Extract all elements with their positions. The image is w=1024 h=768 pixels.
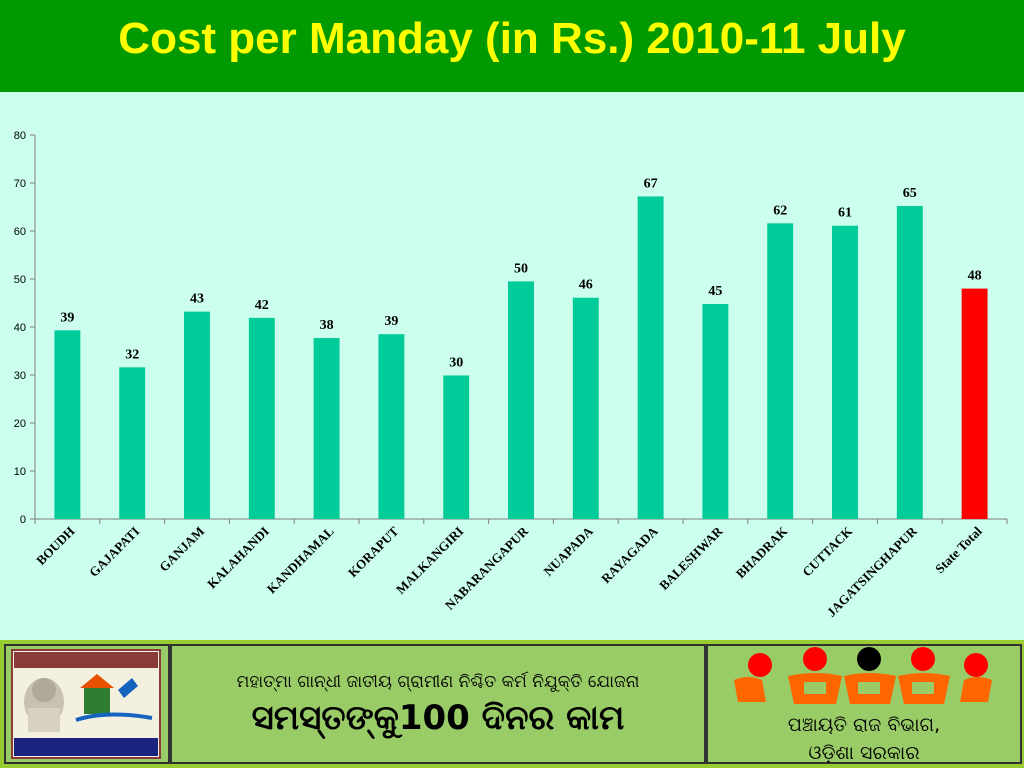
bar-value-label: 62	[773, 203, 787, 218]
x-category-label: KALAHANDI	[204, 524, 272, 592]
page-title: Cost per Manday (in Rs.) 2010-11 July	[118, 14, 906, 63]
y-tick-label: 30	[14, 370, 26, 382]
bar-value-label: 45	[708, 284, 722, 299]
nrega-logo-icon	[11, 649, 161, 759]
y-tick-label: 40	[14, 322, 26, 334]
x-category-label: BHADRAK	[733, 523, 791, 581]
bar	[961, 288, 988, 519]
bar	[119, 367, 146, 519]
bar-value-label: 43	[190, 292, 204, 307]
y-tick-label: 0	[20, 514, 26, 526]
bar-value-label: 46	[579, 278, 593, 293]
department-line2: ଓଡ଼ିଶା ସରକାର	[808, 742, 920, 764]
x-category-label: BOUDH	[33, 524, 77, 568]
x-category-label: RAYAGADA	[598, 523, 661, 586]
bar-value-label: 39	[60, 310, 74, 325]
x-category-label: State Total	[932, 523, 985, 576]
bar-value-label: 30	[449, 355, 463, 370]
x-category-label: NUAPADA	[541, 523, 597, 579]
bar	[248, 317, 275, 519]
y-tick-label: 80	[14, 130, 26, 142]
chart-bars	[54, 196, 988, 519]
bar	[572, 297, 599, 519]
bar	[378, 334, 405, 519]
x-category-label: CUTTACK	[799, 523, 856, 580]
bar	[637, 196, 664, 519]
scheme-text-box: ମହାତ୍ମା ଗାନ୍ଧୀ ଜାତୀୟ ଗ୍ରାମୀଣ ନିଶ୍ଚିତ କର୍…	[170, 644, 706, 764]
bar	[767, 223, 794, 519]
bar-value-label: 39	[384, 314, 398, 329]
x-category-label: MALKANGIRI	[393, 524, 466, 597]
x-category-label: GAJAPATI	[86, 524, 142, 580]
chart-data-labels: 39 32 43 42 38 39 30 50 46 67 45 62 61 65 48	[60, 176, 981, 370]
y-tick-label: 50	[14, 274, 26, 286]
bar	[702, 303, 729, 519]
bar-value-label: 61	[838, 206, 852, 221]
bar-value-label: 65	[903, 186, 917, 201]
footer-banner: ମହାତ୍ମା ଗାନ୍ଧୀ ଜାତୀୟ ଗ୍ରାମୀଣ ନିଶ୍ଚିତ କର୍…	[0, 640, 1024, 768]
bar	[832, 225, 858, 519]
bar-value-label: 67	[644, 176, 658, 191]
bar-value-label: 50	[514, 261, 528, 276]
bar	[443, 375, 470, 519]
bar-value-label: 32	[125, 347, 139, 362]
scheme-slogan: ସମସ୍ତଙ୍କୁ100 ଦିନର କାମ	[251, 698, 625, 738]
bar	[184, 311, 210, 519]
bar	[313, 338, 340, 519]
panchayati-raj-logo-icon	[734, 647, 992, 704]
y-tick-label: 10	[14, 466, 26, 478]
x-category-label: KANDHAMAL	[264, 523, 337, 596]
scheme-name: ମହାତ୍ମା ଗାନ୍ଧୀ ଜାତୀୟ ଗ୍ରାମୀଣ ନିଶ୍ଚିତ କର୍…	[236, 672, 640, 692]
bar-chart: 0 10 20 30 40 50 60 70 80 39 32 43 42 38 39 30 50 46 67 45…	[14, 130, 1008, 620]
header-bar: Cost per Manday (in Rs.) 2010-11 July	[0, 0, 1024, 92]
x-category-label: GANJAM	[156, 524, 207, 575]
nrega-logo-box	[4, 644, 170, 764]
bar	[508, 281, 534, 519]
x-category-label: BALESHWAR	[656, 523, 726, 593]
department-line1: ପଞ୍ଚାୟତି ରାଜ ବିଭାଗ,	[787, 714, 941, 736]
y-tick-label: 20	[14, 418, 26, 430]
bar-value-label: 38	[320, 318, 334, 333]
y-tick-label: 70	[14, 178, 26, 190]
y-tick-label: 60	[14, 226, 26, 238]
department-box: ପଞ୍ଚାୟତି ରାଜ ବିଭାଗ, ଓଡ଼ିଶା ସରକାର	[706, 644, 1022, 764]
bar	[896, 206, 923, 519]
bar-value-label: 42	[255, 298, 269, 313]
bar-value-label: 48	[968, 269, 982, 284]
x-category-label: KORAPUT	[345, 523, 402, 580]
bar	[54, 330, 81, 519]
